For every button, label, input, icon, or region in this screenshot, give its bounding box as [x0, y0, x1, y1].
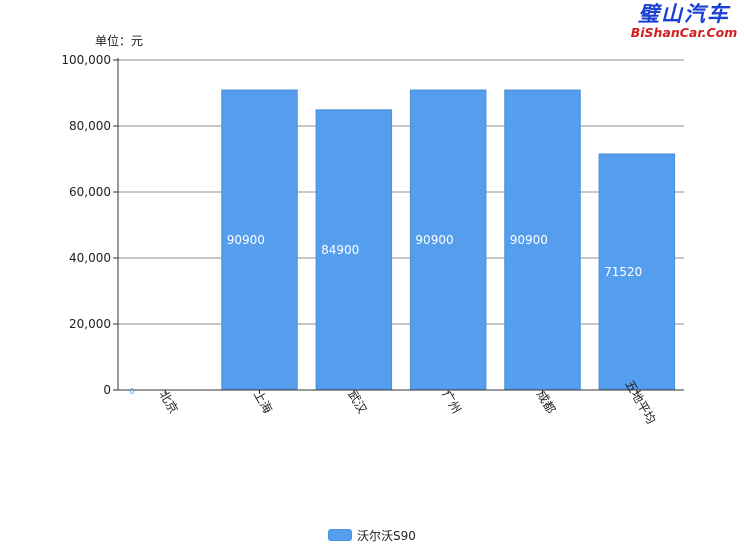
data-label: 71520 [604, 265, 642, 279]
x-tick-label: 广州 [440, 388, 464, 416]
legend: 沃尔沃S90 [0, 527, 744, 543]
data-label: 0 [129, 387, 134, 396]
y-tick-label: 40,000 [69, 251, 111, 265]
data-label: 90900 [415, 233, 453, 247]
data-label: 90900 [510, 233, 548, 247]
bar [409, 89, 487, 391]
legend-label: 沃尔沃S90 [357, 528, 416, 543]
bar [504, 89, 581, 391]
axes [113, 58, 684, 394]
x-tick-label: 成都 [534, 388, 558, 416]
y-tick-label: 20,000 [69, 317, 111, 331]
y-tick-label: 100,000 [61, 53, 111, 67]
brand-name-en: BiShanCar.Com [630, 25, 738, 40]
y-tick-label: 60,000 [69, 185, 111, 199]
brand-name-cn: 璧山汽车 [638, 1, 730, 26]
gridlines [118, 59, 684, 325]
bars [221, 89, 676, 391]
x-tick-label: 北京 [157, 388, 181, 416]
data-label: 84900 [321, 243, 359, 257]
bar [221, 89, 298, 391]
data-label: 90900 [227, 233, 265, 247]
x-tick-label: 武汉 [345, 388, 369, 416]
y-tick-label: 80,000 [69, 119, 111, 133]
unit-label: 单位：元 [95, 34, 144, 48]
brand-logo: 璧山汽车 BiShanCar.Com [628, 2, 740, 40]
legend-swatch [328, 529, 353, 541]
y-tick-label: 0 [103, 383, 111, 397]
x-tick-label: 上海 [251, 388, 276, 416]
bar [598, 153, 676, 391]
